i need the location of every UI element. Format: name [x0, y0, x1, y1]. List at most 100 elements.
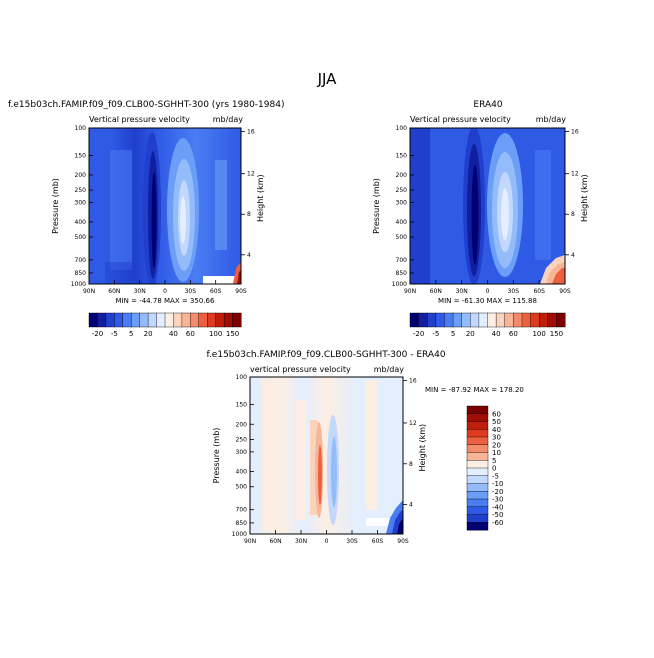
- lat-tick-label: 0: [325, 538, 329, 545]
- y-axis-right-title: Height (km): [580, 174, 589, 222]
- colorbar-vertical-swatch: [466, 413, 489, 423]
- colorbar-swatch: [444, 312, 454, 328]
- colorbar-swatch: [139, 312, 149, 328]
- height-tick-label: 8: [247, 211, 251, 218]
- colorbar-vertical-label: 5: [492, 457, 496, 465]
- colorbar-vertical-label: -40: [492, 503, 503, 511]
- colorbar-swatch: [487, 312, 497, 328]
- pressure-tick-label: 100: [396, 125, 408, 132]
- y-axis-title: Pressure (mb): [51, 178, 60, 234]
- pressure-tick-label: 400: [396, 219, 408, 226]
- pressure-tick-label: 1000: [392, 281, 407, 288]
- pressure-tick-label: 850: [75, 270, 87, 277]
- lat-tick-label: 0: [163, 288, 167, 295]
- panel-diff-title: f.e15b03ch.FAMIP.f09_f09.CLB00-SGHHT-300…: [206, 350, 445, 360]
- colorbar-vertical-label: -30: [492, 496, 503, 504]
- colorbar-vertical-label: 30: [492, 434, 501, 442]
- colorbar-vertical-label: -10: [492, 480, 503, 488]
- colorbar-swatch: [181, 312, 191, 328]
- pressure-tick-label: 150: [75, 152, 87, 159]
- colorbar-vertical-swatch: [466, 460, 489, 469]
- colorbar-vertical-swatch: [466, 429, 489, 438]
- colorbar-swatch: [547, 312, 557, 328]
- pressure-tick-label: 250: [236, 436, 248, 443]
- panel-model-units: mb/day: [213, 115, 244, 124]
- y-axis-title: Pressure (mb): [212, 428, 221, 484]
- colorbar-vertical-swatch: [466, 444, 489, 454]
- colorbar-vertical-swatch: [466, 467, 489, 477]
- lat-tick-label: 0: [486, 288, 490, 295]
- height-tick-label: 4: [247, 252, 251, 259]
- lat-tick-label: 90N: [244, 538, 256, 545]
- pressure-tick-label: 250: [75, 187, 87, 194]
- pressure-tick-label: 400: [236, 469, 248, 476]
- colorbar-swatch: [530, 312, 540, 328]
- colorbar-label: 5: [451, 330, 455, 338]
- pressure-tick-label: 300: [75, 199, 87, 206]
- colorbar-swatch: [173, 312, 183, 328]
- colorbar-vertical-swatch: [466, 506, 489, 516]
- colorbar-swatch: [131, 312, 141, 328]
- lat-tick-label: 60S: [210, 288, 222, 295]
- pressure-tick-label: 850: [236, 520, 248, 527]
- y-axis-right-title: Height (km): [256, 174, 265, 222]
- panel-model-var-label: Vertical pressure velocity: [89, 115, 190, 124]
- panel-diff-stats: MIN = -87.92 MAX = 178.20: [425, 386, 524, 394]
- colorbar-swatch: [147, 312, 158, 328]
- colorbar-label: -20: [92, 330, 103, 338]
- lat-tick-label: 90S: [397, 538, 409, 545]
- lat-tick-label: 60N: [430, 288, 442, 295]
- colorbar-swatch: [538, 312, 549, 328]
- colorbar-swatch: [504, 312, 514, 328]
- colorbar-swatch: [427, 312, 437, 328]
- pressure-tick-label: 200: [236, 421, 248, 428]
- panel-diff-var-label: vertical pressure velocity: [250, 365, 351, 374]
- colorbar-label: 20: [466, 330, 475, 338]
- pressure-tick-label: 150: [396, 152, 408, 159]
- panel-model-field: [89, 128, 241, 284]
- height-tick-label: 16: [247, 129, 255, 136]
- colorbar-label: 40: [169, 330, 178, 338]
- pressure-tick-label: 1000: [71, 281, 86, 288]
- colorbar-swatch: [207, 312, 217, 328]
- pressure-tick-label: 500: [236, 484, 248, 491]
- height-tick-label: 4: [571, 252, 575, 259]
- lat-tick-label: 60N: [108, 288, 120, 295]
- colorbar-swatch: [190, 312, 200, 328]
- colorbar-vertical-swatch: [466, 452, 489, 461]
- panel-era40-field: [410, 128, 565, 284]
- colorbar-swatch: [495, 312, 506, 328]
- pressure-tick-label: 400: [75, 219, 87, 226]
- colorbar-vertical-swatch: [466, 483, 489, 492]
- colorbar-vertical-label: -50: [492, 511, 503, 519]
- lat-tick-label: 30N: [295, 538, 307, 545]
- height-tick-label: 12: [571, 171, 579, 178]
- height-tick-label: 16: [409, 378, 417, 385]
- colorbar-vertical-label: 0: [492, 465, 496, 473]
- lat-tick-label: 60S: [533, 288, 545, 295]
- colorbar-vertical-label: -20: [492, 488, 503, 496]
- colorbar-label: -20: [413, 330, 424, 338]
- colorbar-swatch: [114, 312, 124, 328]
- pressure-tick-label: 250: [396, 187, 408, 194]
- colorbar-vertical-swatch: [466, 436, 489, 446]
- panel-era40-units: mb/day: [536, 115, 567, 124]
- y-axis-title: Pressure (mb): [372, 178, 381, 234]
- colorbar-swatch: [156, 312, 166, 328]
- colorbar-vertical-label: 20: [492, 441, 501, 449]
- lat-tick-label: 60N: [269, 538, 281, 545]
- panel-era40-var-label: Vertical pressure velocity: [410, 115, 511, 124]
- panel-era40-title: ERA40: [473, 100, 502, 110]
- colorbar-label: 150: [550, 330, 563, 338]
- colorbar-swatch: [521, 312, 532, 328]
- pressure-tick-label: 300: [236, 449, 248, 456]
- colorbar-swatch: [409, 312, 420, 328]
- colorbar-vertical-swatch: [466, 514, 489, 523]
- panel-model: f.e15b03ch.FAMIP.f09_f09.CLB00-SGHHT-300…: [8, 100, 284, 285]
- height-tick-label: 16: [571, 129, 579, 136]
- colorbar-label: 20: [144, 330, 153, 338]
- colorbar-swatch: [97, 312, 107, 328]
- lat-tick-label: 90N: [404, 288, 416, 295]
- axes-layer: 100150200250300400500700850100016128490N…: [51, 125, 589, 545]
